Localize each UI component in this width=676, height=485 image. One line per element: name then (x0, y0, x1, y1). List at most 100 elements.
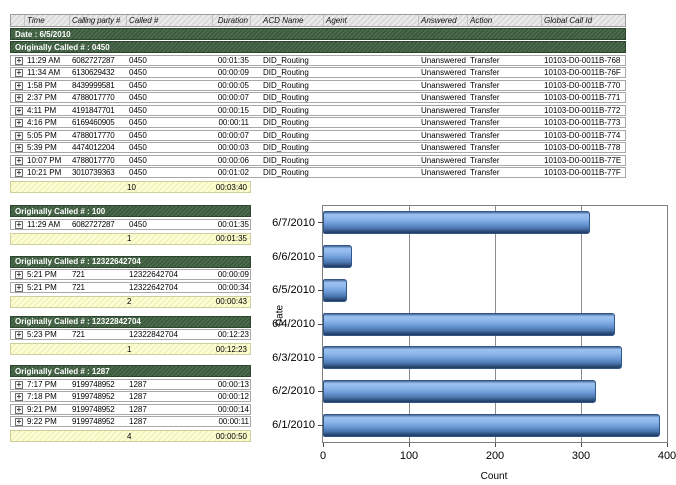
column-header-calling-party[interactable]: Calling party # (70, 15, 127, 26)
expand-cell: + (11, 380, 25, 389)
report-table: Time Calling party # Called # Duration ACD N… (10, 14, 626, 442)
action-cell: Transfer (470, 143, 500, 152)
x-tick-label: 400 (657, 450, 676, 462)
acd-cell: DID_Routing (263, 143, 309, 152)
duration-cell: 00:00:11 (218, 118, 249, 127)
global-id-cell: 10103-D0-0011B-773 (544, 118, 621, 127)
duration-cell: 00:00:09 (217, 270, 249, 279)
calling-cell: 4474012204 (72, 143, 115, 152)
time-cell: 7:18 PM (27, 392, 57, 401)
call-group-section: Originally Called # : 12322642704 +5:21 P… (10, 255, 626, 308)
group-header: Originally Called # : 100 (10, 205, 251, 217)
expand-icon[interactable]: + (15, 379, 23, 389)
answered-cell: Unanswered (421, 155, 466, 165)
chart-category-row: 6/1/2010 (272, 408, 667, 442)
y-axis-title: Date (274, 304, 286, 327)
expand-cell: + (11, 220, 25, 229)
expand-icon[interactable]: + (15, 270, 23, 279)
column-header-expand-column[interactable] (11, 15, 25, 26)
called-cell: 0450 (129, 55, 147, 65)
action-cell: Transfer (470, 105, 500, 115)
y-axis-label: 6/2/2010 (272, 385, 315, 398)
expand-icon[interactable]: + (15, 105, 23, 115)
chart-category-row: 6/4/2010 (272, 307, 667, 341)
table-header-row: Time Calling party # Called # Duration ACD N… (10, 14, 626, 27)
group-header: Originally Called # : 0450 (10, 41, 626, 53)
time-cell: 9:21 PM (27, 404, 57, 414)
table-row: +5:39 PM 4474012204 0450 00:00:03 DID_Routin… (10, 142, 626, 153)
time-cell: 10:07 PM (27, 155, 62, 165)
time-cell: 5:21 PM (27, 282, 57, 292)
bar (323, 278, 348, 302)
calling-cell: 4788017770 (72, 130, 115, 140)
summary-count: 2 (127, 297, 132, 306)
group-summary-row: 2 00:00:43 (10, 295, 251, 308)
summary-duration: 00:03:40 (215, 182, 247, 192)
table-row: +10:21 PM 3010739363 0450 00:01:02 DID_Routi… (10, 167, 626, 178)
called-cell: 0450 (129, 143, 147, 152)
answered-cell: Unanswered (421, 168, 466, 177)
time-cell: 4:16 PM (27, 118, 57, 127)
called-cell: 0450 (129, 80, 147, 90)
summary-count: 10 (127, 182, 136, 192)
column-header-action[interactable]: Action (468, 15, 542, 26)
expand-icon[interactable]: + (15, 93, 23, 102)
table-row: +4:11 PM 4191847701 0450 00:00:15 DID_Routin… (10, 104, 626, 116)
time-cell: 5:21 PM (27, 270, 57, 279)
expand-icon[interactable]: + (15, 404, 23, 414)
action-cell: Transfer (470, 93, 500, 102)
y-axis-label: 6/3/2010 (272, 351, 315, 364)
expand-icon[interactable]: + (15, 155, 23, 165)
answered-cell: Unanswered (421, 130, 466, 140)
y-axis-label: 6/1/2010 (272, 419, 315, 432)
time-cell: 9:22 PM (27, 417, 57, 426)
duration-cell: 00:00:14 (217, 404, 249, 414)
table-row: +7:17 PM 9199748952 1287 00:00:13 (10, 378, 251, 390)
duration-cell: 00:00:09 (217, 68, 249, 77)
time-cell: 2:37 PM (27, 93, 57, 102)
acd-cell: DID_Routing (263, 118, 309, 127)
calling-cell: 721 (72, 270, 85, 279)
expand-icon[interactable]: + (15, 330, 23, 339)
action-cell: Transfer (470, 168, 500, 177)
acd-cell: DID_Routing (263, 93, 309, 102)
expand-icon[interactable]: + (15, 80, 23, 90)
y-tick-mark (318, 424, 323, 426)
expand-cell: + (11, 93, 25, 102)
expand-icon[interactable]: + (15, 130, 23, 140)
column-header-duration[interactable]: Duration (213, 15, 251, 26)
expand-icon[interactable]: + (15, 118, 23, 127)
column-header-answered[interactable]: Answered (419, 15, 468, 26)
call-group-section: Date : 6/5/2010 Originally Called # : 045… (10, 28, 626, 193)
duration-cell: 00:00:07 (217, 93, 249, 102)
expand-icon[interactable]: + (15, 143, 23, 152)
column-header-global-call-id[interactable]: Global Call Id (544, 16, 593, 25)
y-tick-mark (318, 390, 323, 392)
expand-icon[interactable]: + (15, 282, 23, 292)
expand-icon[interactable]: + (15, 168, 23, 177)
column-header-acd-name[interactable]: ACD Name (251, 15, 324, 26)
summary-duration: 00:01:35 (215, 234, 247, 243)
y-tick-mark (318, 289, 323, 291)
x-tick-label: 0 (319, 450, 327, 462)
table-row: +1:58 PM 8439999581 0450 00:00:05 DID_Routin… (10, 79, 626, 91)
table-row: +5:05 PM 4788017770 0450 00:00:07 DID_Routin… (10, 129, 626, 141)
expand-icon[interactable]: + (15, 392, 23, 401)
table-row: +4:16 PM 6169460905 0450 00:00:11 DID_Routin… (10, 117, 626, 128)
expand-icon[interactable]: + (15, 55, 23, 65)
x-tick-label: 300 (571, 450, 591, 462)
time-cell: 7:17 PM (27, 379, 57, 389)
time-cell: 11:29 AM (27, 219, 61, 229)
expand-icon[interactable]: + (15, 68, 23, 77)
column-header-time[interactable]: Time (25, 15, 70, 26)
global-id-cell: 10103-D0-0011B-778 (544, 143, 621, 152)
y-axis-label: 6/6/2010 (272, 250, 315, 263)
calling-cell: 6082727287 (72, 55, 115, 65)
expand-icon[interactable]: + (15, 417, 23, 426)
expand-icon[interactable]: + (15, 219, 23, 229)
x-tick-mark (323, 443, 324, 447)
column-header-called[interactable]: Called # (127, 15, 213, 26)
column-header-agent[interactable]: Agent (324, 15, 419, 26)
acd-cell: DID_Routing (263, 130, 309, 140)
table-row: +10:07 PM 4788017770 0450 00:00:06 DID_Routi… (10, 154, 626, 166)
